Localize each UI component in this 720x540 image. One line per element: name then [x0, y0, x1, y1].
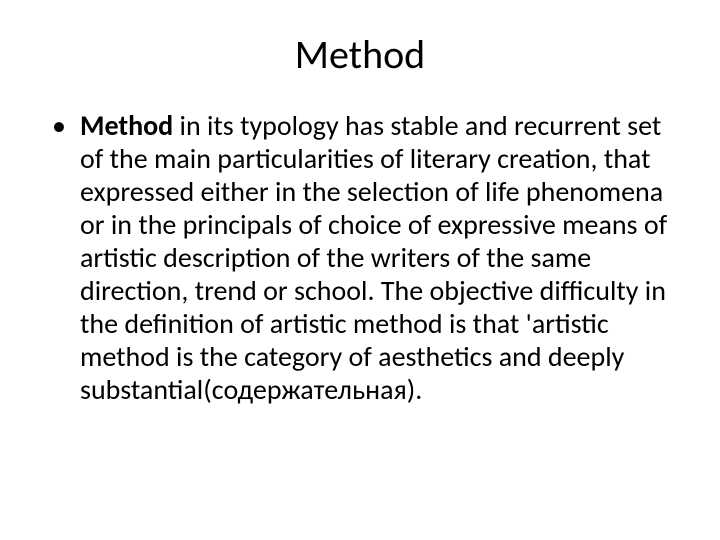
list-item: Method in its typology has stable and re… [52, 109, 680, 406]
slide-title: Method [40, 30, 680, 79]
slide-body: Method in its typology has stable and re… [40, 109, 680, 406]
bullet-text: in its typology has stable and recurrent… [80, 108, 667, 407]
bullet-bold-lead: Method [80, 108, 173, 143]
slide: Method Method in its typology has stable… [0, 0, 720, 540]
bullet-list: Method in its typology has stable and re… [52, 109, 680, 406]
